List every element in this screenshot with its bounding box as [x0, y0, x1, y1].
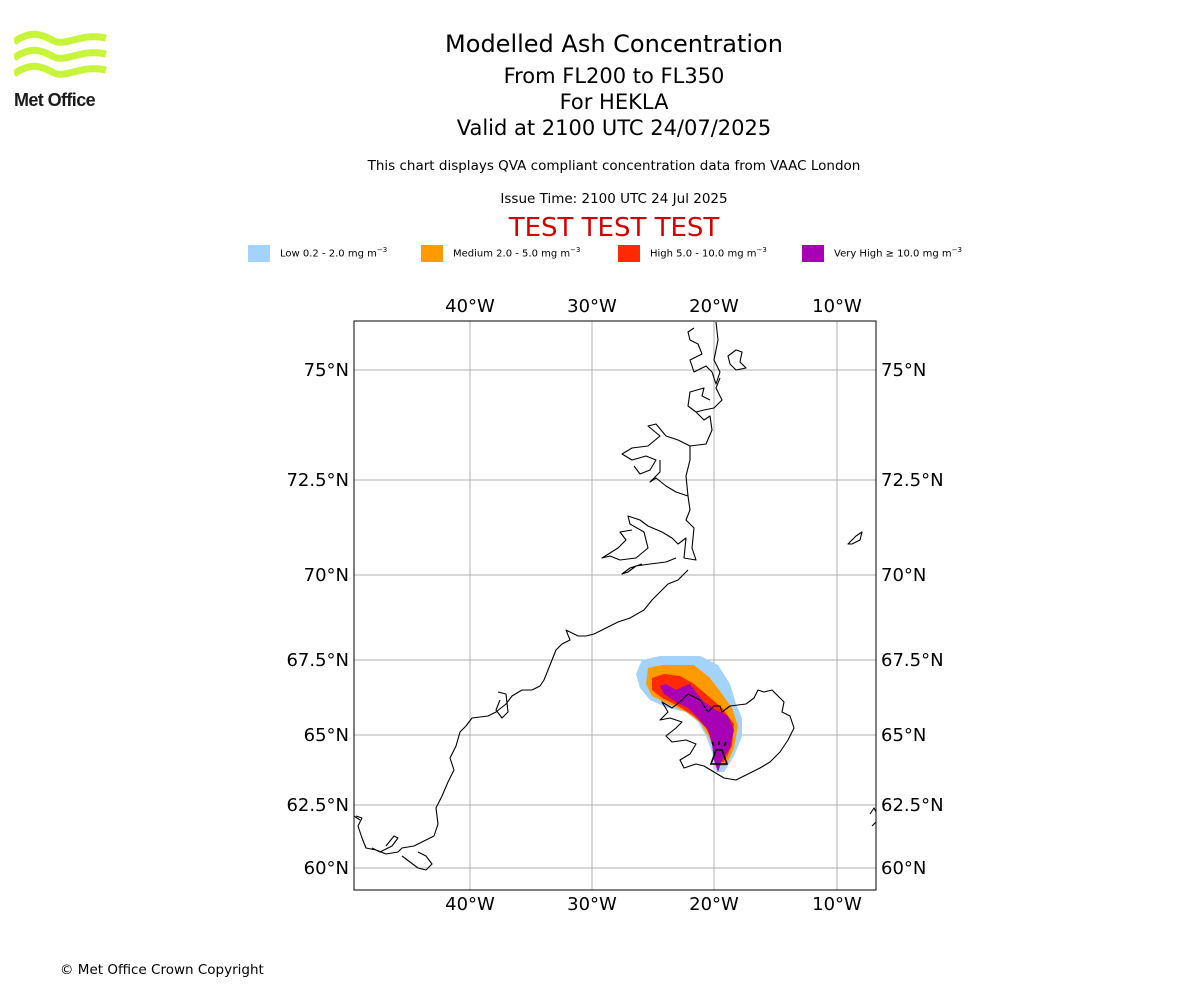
lon-label-top-30w: 30°W	[567, 296, 617, 317]
legend-label-very-high: Very High ≥ 10.0 mg m	[834, 248, 952, 260]
lat-label-left-75n: 75°N	[304, 360, 349, 381]
faroe-coast	[869, 807, 876, 827]
map-frame	[353, 320, 877, 891]
test-banner: TEST TEST TEST	[508, 213, 720, 243]
lat-label-right-67-5n: 67.5°N	[881, 650, 944, 671]
flight-levels: From FL200 to FL350	[503, 64, 725, 88]
map-grid	[354, 321, 876, 890]
lon-label-bottom-30w: 30°W	[567, 894, 617, 915]
lon-label-bottom-20w: 20°W	[689, 894, 739, 915]
legend-label-high: High 5.0 - 10.0 mg m	[650, 248, 757, 260]
lat-label-left-62-5n: 62.5°N	[286, 795, 349, 816]
svalbard-island-coast	[727, 349, 747, 371]
lat-label-left-70n: 70°N	[304, 565, 349, 586]
lat-label-right-60n: 60°N	[881, 858, 926, 879]
issue-time: Issue Time: 2100 UTC 24 Jul 2025	[500, 191, 728, 207]
legend-swatch-very-high	[802, 245, 824, 262]
lon-label-top-20w: 20°W	[689, 296, 739, 317]
lat-label-left-65n: 65°N	[304, 725, 349, 746]
west-edge-coast	[354, 815, 361, 821]
legend-swatch-low	[248, 245, 270, 262]
logo-text: Met Office	[14, 90, 96, 110]
legend-unit-high: −3	[756, 246, 767, 254]
lat-label-left-60n: 60°N	[304, 858, 349, 879]
jan-mayen-coast	[847, 531, 863, 545]
legend-unit-very-high: −3	[951, 246, 962, 254]
legend-swatch-high	[618, 245, 640, 262]
coastlines	[354, 321, 876, 871]
lat-label-left-72-5n: 72.5°N	[286, 470, 349, 491]
lat-label-right-70n: 70°N	[881, 565, 926, 586]
lat-label-right-62-5n: 62.5°N	[881, 795, 944, 816]
lon-label-top-10w: 10°W	[812, 296, 862, 317]
valid-time: Valid at 2100 UTC 24/07/2025	[456, 116, 772, 140]
volcano-icon	[709, 741, 729, 765]
copyright: © Met Office Crown Copyright	[60, 962, 264, 978]
iceland-coast	[659, 689, 795, 781]
chart-title: Modelled Ash Concentration	[445, 30, 783, 58]
legend-unit-low: −3	[376, 246, 388, 254]
legend: Low 0.2 - 2.0 mg m−3 Medium 2.0 - 5.0 mg…	[0, 245, 1200, 265]
legend-unit-medium: −3	[570, 246, 581, 254]
legend-label-low: Low 0.2 - 2.0 mg m	[280, 248, 377, 260]
lon-label-bottom-10w: 10°W	[812, 894, 862, 915]
lat-label-right-72-5n: 72.5°N	[881, 470, 944, 491]
lat-label-right-65n: 65°N	[881, 725, 926, 746]
logo-waves-icon	[11, 30, 107, 78]
lon-label-top-40w: 40°W	[445, 296, 495, 317]
lon-label-bottom-40w: 40°W	[445, 894, 495, 915]
greenland-coast	[355, 321, 723, 871]
volcano-name: For HEKLA	[559, 90, 669, 114]
lat-label-right-75n: 75°N	[881, 360, 926, 381]
legend-swatch-medium	[421, 245, 443, 262]
legend-label-medium: Medium 2.0 - 5.0 mg m	[453, 248, 571, 260]
chart-description: This chart displays QVA compliant concen…	[367, 158, 861, 174]
met-office-logo: Met Office	[11, 30, 108, 112]
lat-label-left-67-5n: 67.5°N	[286, 650, 349, 671]
